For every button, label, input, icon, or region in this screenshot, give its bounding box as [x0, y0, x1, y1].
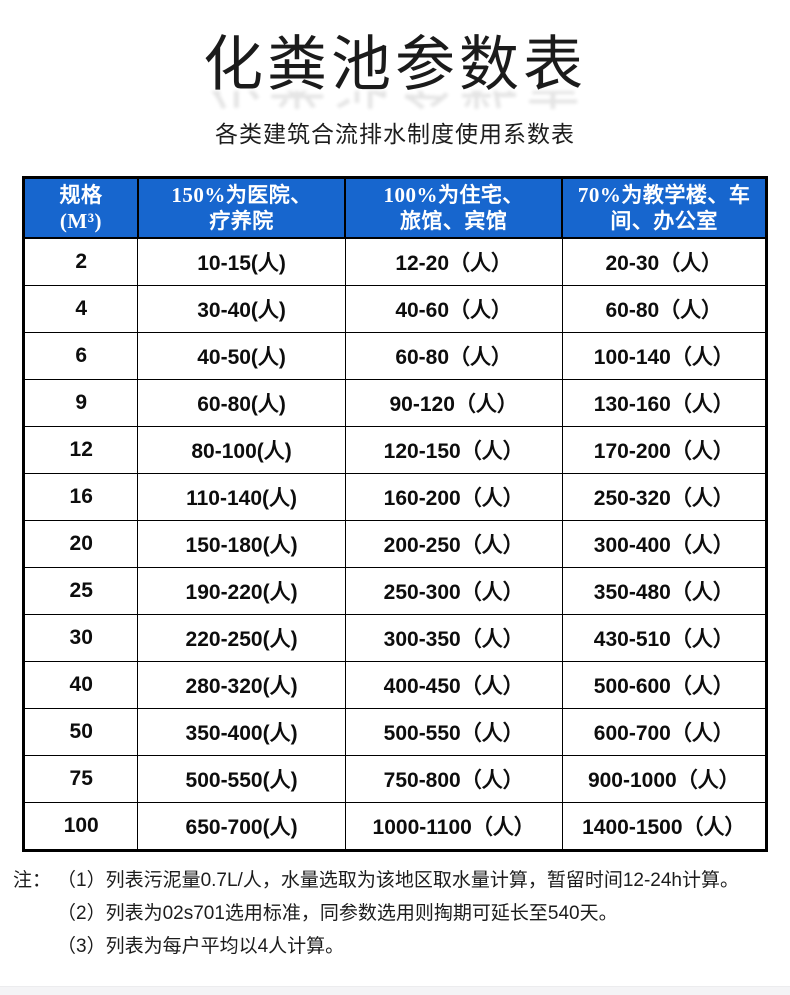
table-row: 75 500-550(人) 750-800（人） 900-1000（人） [22, 755, 768, 804]
spec-table: 规格(M³) 150%为医院、 疗养院 100%为住宅、 旅馆、宾馆 70%为教… [22, 175, 768, 853]
value-cell: 80-100(人) [137, 426, 346, 475]
value-cell: 220-250(人) [137, 614, 346, 663]
value-cell: 430-510（人） [561, 614, 768, 663]
spec-cell: 20 [22, 520, 139, 569]
col-header-residence: 100%为住宅、 旅馆、宾馆 [344, 176, 564, 240]
value-cell: 60-80(人) [137, 379, 346, 428]
spec-cell: 9 [22, 379, 139, 428]
note-line-3: （3）列表为每户平均以4人计算。 [13, 931, 772, 964]
header-line: 旅馆、宾馆 [399, 209, 508, 234]
spec-cell: 100 [22, 802, 139, 852]
value-cell: 1400-1500（人） [561, 802, 768, 852]
table-row: 40 280-320(人) 400-450（人） 500-600（人） [22, 661, 768, 710]
value-cell: 190-220(人) [137, 567, 346, 616]
col-header-spec: 规格(M³) [22, 176, 139, 240]
value-cell: 400-450（人） [344, 661, 563, 710]
value-cell: 500-600（人） [561, 661, 768, 710]
value-cell: 300-400（人） [561, 520, 768, 569]
header-line: 100%为住宅、 [383, 182, 524, 207]
value-cell: 160-200（人） [344, 473, 563, 522]
table-row: 16 110-140(人) 160-200（人） 250-320（人） [22, 473, 768, 522]
note-text: （3）列表为每户平均以4人计算。 [57, 935, 345, 957]
value-cell: 60-80（人） [561, 285, 768, 334]
value-cell: 350-400(人) [137, 708, 346, 757]
header-line: 间、办公室 [610, 209, 718, 234]
spec-cell: 4 [22, 285, 139, 334]
page-subtitle: 各类建筑合流排水制度使用系数表 [215, 120, 575, 147]
table-row: 30 220-250(人) 300-350（人） 430-510（人） [22, 614, 768, 663]
value-cell: 350-480（人） [561, 567, 768, 616]
value-cell: 12-20（人） [344, 237, 563, 287]
table-row: 9 60-80(人) 90-120（人） 130-160（人） [22, 379, 768, 428]
spec-cell: 25 [22, 567, 139, 616]
spec-cell: 2 [22, 237, 139, 287]
value-cell: 30-40(人) [137, 285, 346, 334]
table-row: 4 30-40(人) 40-60（人） 60-80（人） [22, 285, 768, 334]
table-row: 20 150-180(人) 200-250（人） 300-400（人） [22, 520, 768, 569]
table-row: 12 80-100(人) 120-150（人） 170-200（人） [22, 426, 768, 475]
value-cell: 250-300（人） [344, 567, 563, 616]
value-cell: 20-30（人） [561, 237, 768, 287]
header-line: 规格(M³) [59, 182, 103, 234]
value-cell: 280-320(人) [137, 661, 346, 710]
value-cell: 130-160（人） [561, 379, 768, 428]
value-cell: 10-15(人) [137, 237, 346, 287]
note-text: （1）列表污泥量0.7L/人，水量选取为该地区取水量计算，暂留时间12-24h计… [57, 870, 739, 892]
spec-cell: 12 [22, 426, 139, 475]
value-cell: 250-320（人） [561, 473, 768, 522]
spec-cell: 50 [22, 708, 139, 757]
value-cell: 150-180(人) [137, 520, 346, 569]
header-line: 70%为教学楼、车 [577, 182, 751, 207]
notes-prefix: 注： [13, 870, 52, 892]
spec-cell: 16 [22, 473, 139, 522]
col-header-hospital: 150%为医院、 疗养院 [136, 176, 347, 240]
col-header-school: 70%为教学楼、车 间、办公室 [561, 176, 768, 240]
table-row: 25 190-220(人) 250-300（人） 350-480（人） [22, 567, 768, 616]
value-cell: 110-140(人) [137, 473, 346, 522]
value-cell: 650-700(人) [137, 802, 346, 852]
table-row: 2 10-15(人) 12-20（人） 20-30（人） [22, 237, 768, 287]
value-cell: 170-200（人） [561, 426, 768, 475]
value-cell: 500-550(人) [137, 755, 346, 804]
value-cell: 100-140（人） [561, 332, 768, 381]
title-block: 化粪池参数表 化粪池参数表 各类建筑合流排水制度使用系数表 [0, 0, 790, 149]
value-cell: 120-150（人） [344, 426, 563, 475]
header-row: 规格(M³) 150%为医院、 疗养院 100%为住宅、 旅馆、宾馆 70%为教… [22, 176, 768, 240]
value-cell: 40-60（人） [344, 285, 563, 334]
note-line-2: （2）列表为02s701选用标准，同参数选用则掏期可延长至540天。 [13, 898, 772, 931]
note-line-1: 注： （1）列表污泥量0.7L/人，水量选取为该地区取水量计算，暂留时间12-2… [13, 865, 772, 898]
spec-cell: 75 [22, 755, 139, 804]
spec-cell: 6 [22, 332, 139, 381]
notes-block: 注： （1）列表污泥量0.7L/人，水量选取为该地区取水量计算，暂留时间12-2… [13, 865, 772, 963]
table-row: 50 350-400(人) 500-550（人） 600-700（人） [22, 708, 768, 757]
table-row: 6 40-50(人) 60-80（人） 100-140（人） [22, 332, 768, 381]
value-cell: 500-550（人） [344, 708, 563, 757]
bottom-strip [0, 986, 790, 995]
value-cell: 750-800（人） [344, 755, 563, 804]
spec-cell: 40 [22, 661, 139, 710]
header-line: 疗养院 [209, 209, 274, 234]
spec-cell: 30 [22, 614, 139, 663]
value-cell: 300-350（人） [344, 614, 563, 663]
value-cell: 900-1000（人） [561, 755, 768, 804]
value-cell: 40-50(人) [137, 332, 346, 381]
header-line: 150%为医院、 [171, 182, 312, 207]
value-cell: 60-80（人） [344, 332, 563, 381]
page-title: 化粪池参数表 [203, 31, 587, 98]
value-cell: 600-700（人） [561, 708, 768, 757]
value-cell: 90-120（人） [344, 379, 563, 428]
note-text: （2）列表为02s701选用标准，同参数选用则掏期可延长至540天。 [57, 902, 618, 924]
value-cell: 1000-1100（人） [344, 802, 563, 852]
table-row: 100 650-700(人) 1000-1100（人） 1400-1500（人） [22, 802, 768, 852]
value-cell: 200-250（人） [344, 520, 563, 569]
